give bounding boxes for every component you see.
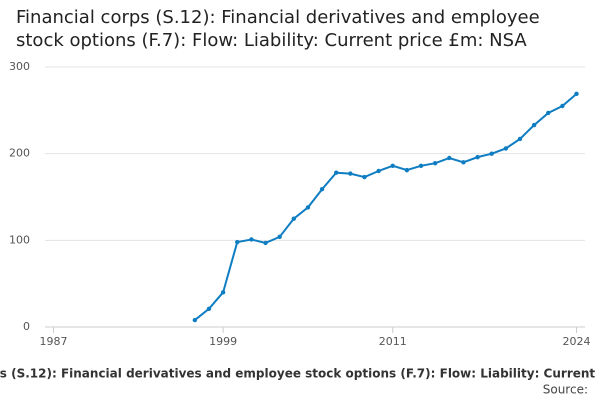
data-point <box>319 187 325 192</box>
data-point <box>432 161 438 166</box>
data-point <box>263 240 268 246</box>
data-point <box>503 146 509 151</box>
data-point <box>235 239 240 245</box>
data-point <box>291 216 296 221</box>
data-point <box>390 163 395 168</box>
data-point <box>334 170 339 175</box>
x-tick-label: 1987 <box>39 335 67 348</box>
data-point <box>546 110 551 116</box>
data-point <box>489 151 494 156</box>
x-tick-label: 2011 <box>379 335 407 348</box>
data-point <box>418 163 424 168</box>
x-tick-label: 2024 <box>563 335 591 348</box>
data-point <box>249 237 254 242</box>
y-tick-label: 300 <box>9 60 30 73</box>
data-point <box>475 154 480 160</box>
data-point <box>376 168 381 174</box>
y-tick-label: 200 <box>9 147 30 160</box>
data-point <box>560 103 565 109</box>
data-point <box>192 317 198 323</box>
data-point <box>517 136 523 142</box>
x-axis-title: Financial corps (S.12): Financial deriva… <box>0 367 600 381</box>
x-tick-label: 1999 <box>209 335 237 348</box>
data-point <box>348 171 353 176</box>
data-point <box>277 234 282 240</box>
data-point <box>531 122 537 128</box>
y-tick-label: 100 <box>9 233 30 246</box>
chart-title: Financial corps (S.12): Financial deriva… <box>16 7 540 51</box>
data-point <box>305 205 311 210</box>
data-point <box>404 167 410 173</box>
data-point <box>220 290 226 295</box>
source: Source: <box>543 383 588 397</box>
y-tick-label: 0 <box>23 320 30 333</box>
data-point <box>362 174 367 180</box>
series-line <box>194 93 578 321</box>
data-point <box>206 306 212 311</box>
data-point <box>447 155 452 161</box>
data-point <box>574 91 579 97</box>
data-point <box>461 160 466 165</box>
